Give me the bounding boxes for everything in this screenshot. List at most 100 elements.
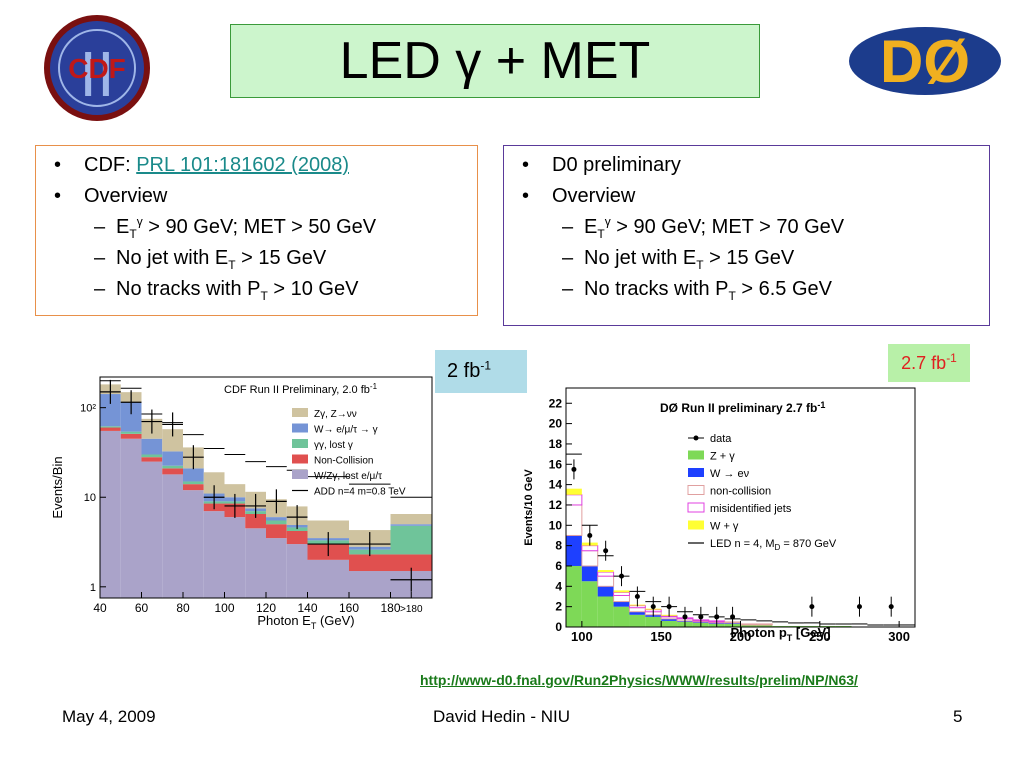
legend-label: Z + γ — [710, 451, 735, 463]
x-tick-label: 100 — [214, 601, 234, 615]
y-tick-label: 12 — [549, 498, 563, 512]
text: = 870 GeV — [780, 538, 837, 550]
text: > 90 GeV; MET > 50 GeV — [142, 216, 377, 238]
legend-label: W/Zγ, lost e/μ/τ — [314, 471, 382, 482]
y-tick-label: 20 — [549, 417, 563, 431]
text: LED n = 4, M — [710, 538, 775, 550]
bar — [581, 565, 598, 582]
footer-page: 5 — [953, 707, 963, 726]
legend-swatch — [292, 439, 308, 448]
point-dot — [587, 532, 593, 538]
x-tick-label: 250 — [809, 629, 831, 644]
cdf-box: CDF: PRL 101:181602 (2008) Overview ETγ … — [35, 145, 478, 316]
bar — [390, 513, 432, 525]
bar — [772, 625, 789, 627]
text: 2.7 fb — [901, 353, 947, 373]
text: -1 — [946, 351, 957, 365]
bar — [613, 591, 630, 596]
bar — [613, 590, 630, 593]
text: Z + γ — [710, 451, 735, 463]
point-dot — [571, 466, 577, 472]
x-tick-label: 150 — [650, 629, 672, 644]
legend-swatch — [687, 502, 705, 513]
sub-bullet: No jet with ET > 15 GeV — [514, 243, 979, 274]
bar — [141, 454, 163, 458]
point-dot — [730, 614, 736, 620]
x-tick-label: 60 — [135, 601, 149, 615]
text: No jet with E — [584, 247, 697, 269]
bar — [307, 520, 349, 539]
bar — [120, 402, 142, 432]
y-axis-label: Events/10 GeV — [523, 469, 535, 546]
bar — [565, 494, 583, 506]
bar — [100, 430, 121, 598]
y-tick-label: 4 — [555, 579, 562, 593]
title: LED γ + MET — [230, 24, 760, 98]
y-tick-label: 10 — [84, 492, 96, 504]
text: -1 — [817, 400, 825, 410]
bar — [645, 616, 662, 627]
plot-title: CDF Run II Preliminary, 2.0 fb-1 — [224, 382, 378, 396]
text: T — [597, 227, 605, 241]
data-point — [307, 532, 349, 557]
cdf-plot: 1 10 10² 40 60 80 100 120 140 160 180 >180 CDF Run I… — [50, 376, 433, 631]
data-point — [634, 586, 640, 607]
sub-bullet: No tracks with PT > 10 GeV — [46, 274, 467, 305]
text: (GeV) — [316, 613, 354, 628]
bar — [141, 438, 163, 455]
text: T — [129, 227, 137, 241]
bar — [141, 461, 163, 598]
text: T — [696, 258, 704, 272]
text: 2 fb — [447, 360, 481, 382]
y-tick-label: 22 — [549, 396, 563, 410]
point-dot — [809, 604, 815, 610]
legend-label: W → eν — [710, 468, 750, 480]
logo-mark: II — [79, 38, 115, 110]
y-tick-label: 0 — [555, 620, 562, 634]
y-tick-label: 6 — [555, 559, 562, 573]
x-tick-label: 200 — [730, 629, 752, 644]
link[interactable]: PRL 101:181602 (2008) — [136, 154, 349, 176]
text: γ — [136, 214, 143, 229]
bar — [628, 607, 646, 613]
legend-label: W + γ — [710, 521, 739, 533]
legend-label: W→ e/μ/τ → γ — [314, 425, 378, 436]
text: No jet with E — [116, 247, 229, 269]
bar — [183, 481, 204, 485]
point-dot — [650, 604, 656, 610]
bar — [756, 624, 773, 627]
url-link[interactable]: http://www-d0.fnal.gov/Run2Physics/WWW/r… — [420, 672, 858, 688]
text: T — [728, 289, 736, 303]
bar — [788, 625, 804, 627]
data-point — [603, 540, 609, 561]
x-axis-label: Photon ET (GeV) — [257, 613, 354, 631]
data-point — [203, 485, 225, 510]
text: CDF Run II Preliminary, 2.0 fb — [224, 384, 370, 396]
legend-swatch — [688, 468, 704, 477]
bar — [162, 451, 183, 466]
bar — [349, 571, 391, 598]
bar — [100, 426, 121, 428]
bullet: D0 preliminary — [514, 150, 979, 181]
bar — [613, 601, 630, 607]
bar — [390, 554, 432, 572]
text: W + γ — [710, 521, 739, 533]
text: Photon E — [257, 613, 311, 628]
text: misidentified jets — [710, 503, 792, 515]
text: Photon p — [730, 625, 786, 640]
text: W/Zγ, lost e/μ/τ — [314, 471, 382, 482]
data-point — [245, 493, 266, 518]
point-dot — [856, 604, 862, 610]
bar — [286, 530, 308, 545]
data-point — [730, 606, 736, 627]
legend-swatch — [292, 454, 308, 464]
legend-swatch — [688, 520, 704, 530]
text: > 90 GeV; MET > 70 GeV — [610, 216, 845, 238]
y-axis-label: Events/Bin — [50, 456, 65, 518]
text: ADD n=4 m=0.8 TeV — [314, 487, 406, 498]
legend-swatch — [292, 423, 308, 433]
x-tick-label: >180 — [400, 604, 423, 615]
text: data — [710, 433, 732, 445]
bar — [286, 527, 308, 531]
